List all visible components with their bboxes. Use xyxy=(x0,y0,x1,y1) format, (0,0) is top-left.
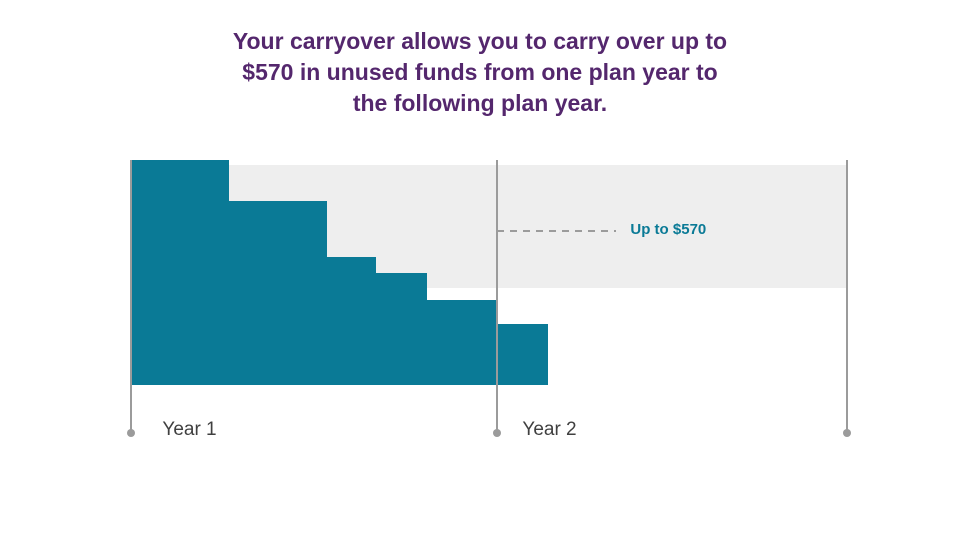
annotation-label: Up to $570 xyxy=(630,221,706,238)
bar-6 xyxy=(497,324,547,385)
page-title: Your carryover allows you to carry over … xyxy=(0,26,960,119)
bar-3 xyxy=(327,257,376,385)
year-divider-2 xyxy=(496,160,498,433)
year-divider-cap-1 xyxy=(127,429,135,437)
bar-4 xyxy=(376,273,428,386)
x-axis-label-1: Year 1 xyxy=(162,419,216,441)
year-divider-cap-2 xyxy=(493,429,501,437)
carryover-chart: Up to $570Year 1Year 2 xyxy=(130,160,850,385)
year-divider-cap-3 xyxy=(843,429,851,437)
annotation-dashed-line xyxy=(497,230,616,232)
page: Your carryover allows you to carry over … xyxy=(0,0,960,540)
year-divider-3 xyxy=(846,160,848,433)
bar-2 xyxy=(229,201,327,386)
bar-1 xyxy=(131,160,229,385)
bar-5 xyxy=(427,300,497,386)
year-divider-1 xyxy=(130,160,132,433)
x-axis-label-2: Year 2 xyxy=(522,419,576,441)
